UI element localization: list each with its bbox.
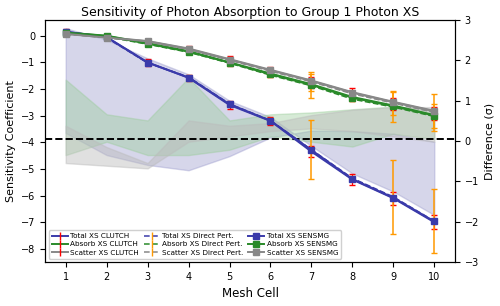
Y-axis label: Difference (σ): Difference (σ): [484, 103, 494, 180]
Legend: Total XS CLUTCH, Absorb XS CLUTCH, Scatter XS CLUTCH, Total XS Direct Pert., Abs: Total XS CLUTCH, Absorb XS CLUTCH, Scatt…: [49, 230, 341, 259]
Y-axis label: Sensitivity Coefficient: Sensitivity Coefficient: [6, 80, 16, 202]
X-axis label: Mesh Cell: Mesh Cell: [222, 287, 278, 300]
Title: Sensitivity of Photon Absorption to Group 1 Photon XS: Sensitivity of Photon Absorption to Grou…: [81, 6, 419, 19]
